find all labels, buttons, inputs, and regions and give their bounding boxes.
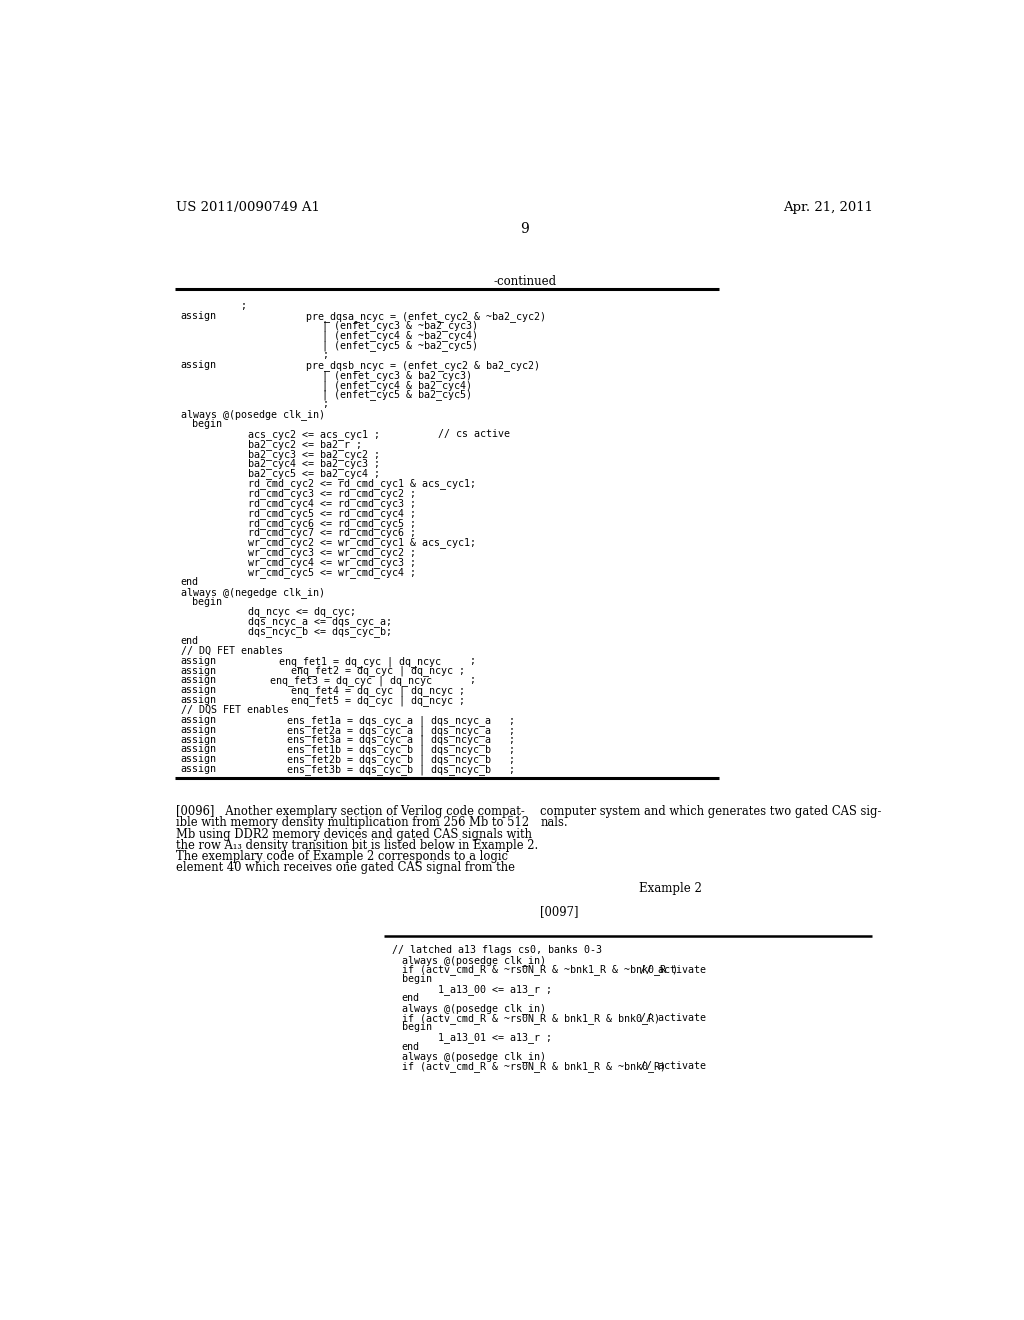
Text: assign: assign (180, 656, 217, 665)
Text: -continued: -continued (494, 276, 556, 289)
Text: assign: assign (180, 754, 217, 764)
Text: ba2_cyc4 <= ba2_cyc3 ;: ba2_cyc4 <= ba2_cyc3 ; (248, 458, 380, 470)
Text: [0096]   Another exemplary section of Verilog code compat-: [0096] Another exemplary section of Veri… (176, 805, 524, 818)
Text: Apr. 21, 2011: Apr. 21, 2011 (783, 201, 873, 214)
Text: // activate: // activate (640, 1061, 706, 1071)
Text: assign: assign (180, 715, 217, 725)
Text: assign: assign (180, 685, 217, 696)
Text: if (actv_cmd_R & ~rs0N_R & ~bnk1_R & ~bnk0_R ): if (actv_cmd_R & ~rs0N_R & ~bnk1_R & ~bn… (401, 965, 678, 975)
Text: | (enfet_cyc5 & ~ba2_cyc5): | (enfet_cyc5 & ~ba2_cyc5) (322, 341, 478, 351)
Text: wr_cmd_cyc4 <= wr_cmd_cyc3 ;: wr_cmd_cyc4 <= wr_cmd_cyc3 ; (248, 557, 416, 568)
Text: // activate: // activate (640, 1012, 706, 1023)
Text: ba2_cyc3 <= ba2_cyc2 ;: ba2_cyc3 <= ba2_cyc2 ; (248, 449, 380, 459)
Text: always @(posedge clk_in): always @(posedge clk_in) (180, 409, 325, 420)
Text: Example 2: Example 2 (639, 882, 701, 895)
Text: ens_fet3a = dqs_cyc_a | dqs_ncyc_a   ;: ens_fet3a = dqs_cyc_a | dqs_ncyc_a ; (287, 734, 515, 746)
Text: assign: assign (180, 665, 217, 676)
Text: end: end (180, 636, 199, 645)
Text: if (actv_cmd_R & ~rs0N_R & bnk1_R & bnk0_R): if (actv_cmd_R & ~rs0N_R & bnk1_R & bnk0… (401, 1012, 659, 1023)
Text: ens_fet3b = dqs_cyc_b | dqs_ncyc_b   ;: ens_fet3b = dqs_cyc_b | dqs_ncyc_b ; (287, 764, 515, 775)
Text: // activate: // activate (640, 965, 706, 974)
Text: ens_fet1b = dqs_cyc_b | dqs_ncyc_b   ;: ens_fet1b = dqs_cyc_b | dqs_ncyc_b ; (287, 744, 515, 755)
Text: enq_fet3 = dq_cyc | dq_ncyc: enq_fet3 = dq_cyc | dq_ncyc (270, 676, 432, 686)
Text: // latched a13 flags cs0, banks 0-3: // latched a13 flags cs0, banks 0-3 (391, 945, 601, 956)
Text: always @(posedge clk_in): always @(posedge clk_in) (401, 1051, 546, 1063)
Text: wr_cmd_cyc5 <= wr_cmd_cyc4 ;: wr_cmd_cyc5 <= wr_cmd_cyc4 ; (248, 568, 416, 578)
Text: nals.: nals. (541, 816, 568, 829)
Text: ba2_cyc2 <= ba2_r ;: ba2_cyc2 <= ba2_r ; (248, 438, 362, 450)
Text: ;: ; (241, 301, 247, 310)
Text: [0097]: [0097] (541, 906, 579, 919)
Text: ens_fet1a = dqs_cyc_a | dqs_ncyc_a   ;: ens_fet1a = dqs_cyc_a | dqs_ncyc_a ; (287, 715, 515, 726)
Text: always @(posedge clk_in): always @(posedge clk_in) (401, 1003, 546, 1014)
Text: rd_cmd_cyc6 <= rd_cmd_cyc5 ;: rd_cmd_cyc6 <= rd_cmd_cyc5 ; (248, 517, 416, 528)
Text: acs_cyc2 <= acs_cyc1 ;: acs_cyc2 <= acs_cyc1 ; (248, 429, 380, 440)
Text: assign: assign (180, 696, 217, 705)
Text: enq_fet5 = dq_cyc | dq_ncyc ;: enq_fet5 = dq_cyc | dq_ncyc ; (291, 696, 465, 706)
Text: ;: ; (469, 676, 475, 685)
Text: wr_cmd_cyc2 <= wr_cmd_cyc1 & acs_cyc1;: wr_cmd_cyc2 <= wr_cmd_cyc1 & acs_cyc1; (248, 537, 476, 548)
Text: computer system and which generates two gated CAS sig-: computer system and which generates two … (541, 805, 882, 818)
Text: enq_fet1 = dq_cyc | dq_ncyc: enq_fet1 = dq_cyc | dq_ncyc (280, 656, 441, 667)
Text: rd_cmd_cyc4 <= rd_cmd_cyc3 ;: rd_cmd_cyc4 <= rd_cmd_cyc3 ; (248, 498, 416, 510)
Text: rd_cmd_cyc7 <= rd_cmd_cyc6 ;: rd_cmd_cyc7 <= rd_cmd_cyc6 ; (248, 528, 416, 539)
Text: // DQS FET enables: // DQS FET enables (180, 705, 289, 715)
Text: assign: assign (180, 764, 217, 774)
Text: the row A₁₃ density transition bit is listed below in Example 2.: the row A₁₃ density transition bit is li… (176, 838, 539, 851)
Text: | (enfet_cyc4 & ba2_cyc4): | (enfet_cyc4 & ba2_cyc4) (322, 380, 472, 391)
Text: pre_dqsa_ncyc = (enfet_cyc2 & ~ba2_cyc2): pre_dqsa_ncyc = (enfet_cyc2 & ~ba2_cyc2) (306, 310, 546, 322)
Text: 9: 9 (520, 222, 529, 235)
Text: | (enfet_cyc4 & ~ba2_cyc4): | (enfet_cyc4 & ~ba2_cyc4) (322, 330, 478, 342)
Text: ;: ; (322, 400, 328, 409)
Text: pre_dqsb_ncyc = (enfet_cyc2 & ba2_cyc2): pre_dqsb_ncyc = (enfet_cyc2 & ba2_cyc2) (306, 360, 541, 371)
Text: begin: begin (191, 420, 221, 429)
Text: assign: assign (180, 744, 217, 754)
Text: ba2_cyc5 <= ba2_cyc4 ;: ba2_cyc5 <= ba2_cyc4 ; (248, 469, 380, 479)
Text: rd_cmd_cyc5 <= rd_cmd_cyc4 ;: rd_cmd_cyc5 <= rd_cmd_cyc4 ; (248, 508, 416, 519)
Text: begin: begin (401, 1022, 431, 1032)
Text: if (actv_cmd_R & ~rs0N_R & bnk1_R & ~bnk0_R): if (actv_cmd_R & ~rs0N_R & bnk1_R & ~bnk… (401, 1061, 666, 1072)
Text: always @(negedge clk_in): always @(negedge clk_in) (180, 586, 325, 598)
Text: enq_fet2 = dq_cyc | dq_ncyc ;: enq_fet2 = dq_cyc | dq_ncyc ; (291, 665, 465, 676)
Text: begin: begin (191, 597, 221, 606)
Text: ;: ; (322, 350, 328, 360)
Text: assign: assign (180, 310, 217, 321)
Text: ;: ; (469, 656, 475, 665)
Text: ens_fet2b = dqs_cyc_b | dqs_ncyc_b   ;: ens_fet2b = dqs_cyc_b | dqs_ncyc_b ; (287, 754, 515, 766)
Text: 1_a13_01 <= a13_r ;: 1_a13_01 <= a13_r ; (438, 1032, 552, 1043)
Text: end: end (401, 994, 420, 1003)
Text: US 2011/0090749 A1: US 2011/0090749 A1 (176, 201, 319, 214)
Text: rd_cmd_cyc3 <= rd_cmd_cyc2 ;: rd_cmd_cyc3 <= rd_cmd_cyc2 ; (248, 488, 416, 499)
Text: assign: assign (180, 360, 217, 370)
Text: assign: assign (180, 676, 217, 685)
Text: ible with memory density multiplication from 256 Mb to 512: ible with memory density multiplication … (176, 816, 529, 829)
Text: rd_cmd_cyc2 <= rd_cmd_cyc1 & acs_cyc1;: rd_cmd_cyc2 <= rd_cmd_cyc1 & acs_cyc1; (248, 478, 476, 490)
Text: assign: assign (180, 734, 217, 744)
Text: dqs_ncyc_a <= dqs_cyc_a;: dqs_ncyc_a <= dqs_cyc_a; (248, 616, 392, 627)
Text: enq_fet4 = dq_cyc | dq_ncyc ;: enq_fet4 = dq_cyc | dq_ncyc ; (291, 685, 465, 696)
Text: ens_fet2a = dqs_cyc_a | dqs_ncyc_a   ;: ens_fet2a = dqs_cyc_a | dqs_ncyc_a ; (287, 725, 515, 735)
Text: dq_ncyc <= dq_cyc;: dq_ncyc <= dq_cyc; (248, 606, 356, 618)
Text: | (enfet_cyc5 & ba2_cyc5): | (enfet_cyc5 & ba2_cyc5) (322, 389, 472, 400)
Text: | (enfet_cyc3 & ba2_cyc3): | (enfet_cyc3 & ba2_cyc3) (322, 370, 472, 380)
Text: begin: begin (401, 974, 431, 985)
Text: assign: assign (180, 725, 217, 735)
Text: always @(posedge clk_in): always @(posedge clk_in) (401, 954, 546, 966)
Text: // cs active: // cs active (438, 429, 510, 440)
Text: | (enfet_cyc3 & ~ba2_cyc3): | (enfet_cyc3 & ~ba2_cyc3) (322, 321, 478, 331)
Text: end: end (180, 577, 199, 587)
Text: Mb using DDR2 memory devices and gated CAS signals with: Mb using DDR2 memory devices and gated C… (176, 828, 532, 841)
Text: element 40 which receives one gated CAS signal from the: element 40 which receives one gated CAS … (176, 861, 515, 874)
Text: dqs_ncyc_b <= dqs_cyc_b;: dqs_ncyc_b <= dqs_cyc_b; (248, 626, 392, 638)
Text: // DQ FET enables: // DQ FET enables (180, 645, 283, 656)
Text: wr_cmd_cyc3 <= wr_cmd_cyc2 ;: wr_cmd_cyc3 <= wr_cmd_cyc2 ; (248, 548, 416, 558)
Text: end: end (401, 1041, 420, 1052)
Text: 1_a13_00 <= a13_r ;: 1_a13_00 <= a13_r ; (438, 983, 552, 995)
Text: The exemplary code of Example 2 corresponds to a logic: The exemplary code of Example 2 correspo… (176, 850, 508, 863)
